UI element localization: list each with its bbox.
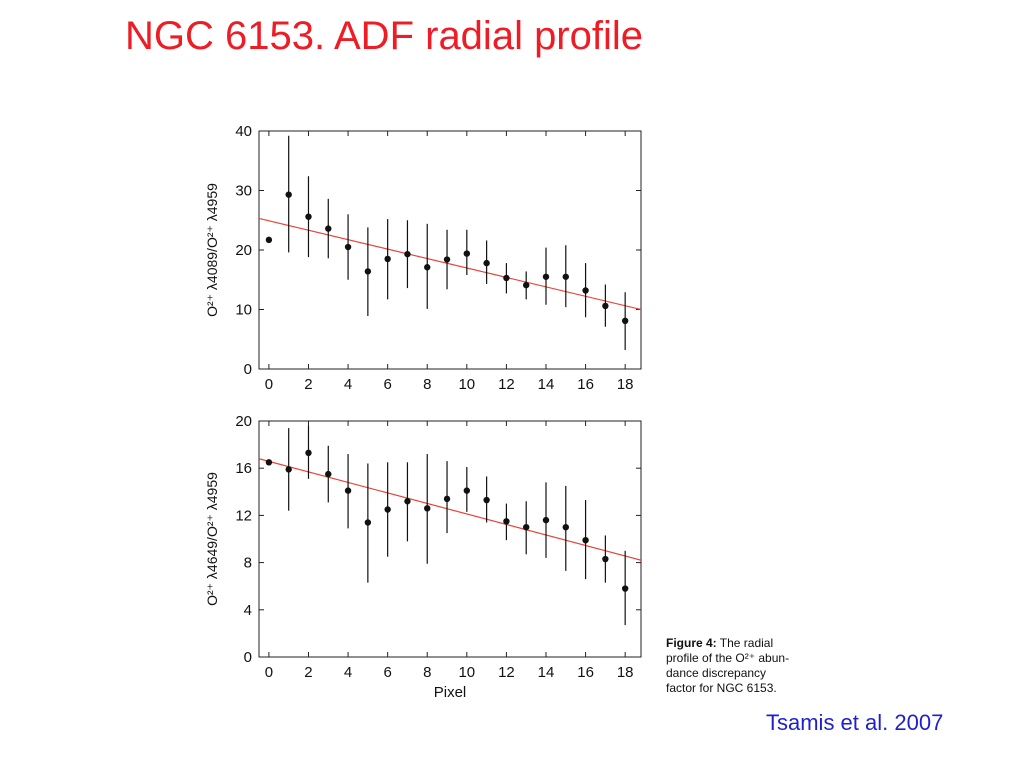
x-tick-label: 2 <box>304 664 312 681</box>
data-point <box>285 191 292 198</box>
x-tick-label: 0 <box>265 376 273 393</box>
caption-line-2: profile of the O²⁺ abun- <box>666 651 790 665</box>
x-tick-label: 4 <box>344 664 352 681</box>
caption-label: Figure 4: <box>666 636 717 650</box>
fit-line <box>258 217 642 311</box>
x-tick-label: 16 <box>577 376 594 393</box>
data-point <box>582 287 589 294</box>
data-point <box>483 496 490 504</box>
data-point <box>325 225 332 232</box>
data-point <box>602 302 609 310</box>
x-tick-label: 6 <box>383 376 391 393</box>
y-tick-label: 0 <box>244 361 252 378</box>
y-tick-label: 20 <box>235 413 252 430</box>
data-point <box>265 236 273 244</box>
x-tick-label: 0 <box>265 664 273 681</box>
y-tick-label: 4 <box>244 602 252 619</box>
citation: Tsamis et al. 2007 <box>766 710 944 735</box>
y-tick-label: 0 <box>244 649 252 666</box>
data-point <box>364 519 372 526</box>
x-axis-label: Pixel <box>434 684 467 701</box>
data-point <box>523 281 530 289</box>
slide-title: NGC 6153. ADF radial profile <box>125 14 644 58</box>
data-point <box>443 495 451 503</box>
data-point <box>503 518 510 525</box>
y-tick-label: 30 <box>235 183 252 200</box>
data-point <box>582 536 589 544</box>
data-point <box>523 524 530 531</box>
data-point <box>562 524 569 531</box>
data-point <box>404 250 411 258</box>
y-tick-label: 40 <box>235 123 252 140</box>
x-tick-label: 16 <box>577 664 594 681</box>
x-tick-label: 14 <box>538 664 555 681</box>
y-tick-label: 20 <box>235 242 252 259</box>
caption-line-3: dance discrepancy <box>666 666 767 680</box>
x-tick-label: 18 <box>617 376 634 393</box>
data-point <box>344 243 352 251</box>
x-tick-label: 12 <box>498 376 515 393</box>
caption-line-1: The radial <box>716 636 774 650</box>
y-axis-label: O²⁺ λ4649/O²⁺ λ4959 <box>204 472 220 606</box>
x-tick-label: 10 <box>458 376 475 393</box>
data-point <box>621 585 629 592</box>
data-point <box>364 268 372 275</box>
data-point <box>602 555 609 563</box>
y-tick-label: 16 <box>235 460 252 477</box>
figure-caption: Figure 4: The radial profile of the O²⁺ … <box>666 636 836 696</box>
data-point <box>424 505 431 512</box>
x-tick-label: 14 <box>538 376 555 393</box>
y-tick-label: 12 <box>235 507 252 524</box>
caption-line-4: factor for NGC 6153. <box>666 681 777 695</box>
data-point <box>542 273 550 280</box>
data-point <box>325 470 332 478</box>
y-axis-label: O²⁺ λ4089/O²⁺ λ4959 <box>204 183 220 317</box>
x-tick-label: 6 <box>383 664 391 681</box>
data-point <box>443 256 451 263</box>
data-point <box>463 487 471 494</box>
fit-line <box>258 458 642 561</box>
data-point <box>463 250 471 257</box>
x-tick-label: 2 <box>304 376 312 393</box>
data-point <box>344 487 352 494</box>
x-tick-label: 18 <box>617 664 634 681</box>
x-tick-label: 8 <box>423 664 431 681</box>
x-tick-label: 12 <box>498 664 515 681</box>
x-tick-label: 10 <box>458 664 475 681</box>
y-tick-label: 10 <box>235 302 252 319</box>
data-point <box>384 255 391 263</box>
data-point <box>305 213 312 220</box>
y-tick-label: 8 <box>244 555 252 572</box>
data-point <box>305 449 312 457</box>
x-tick-label: 4 <box>344 376 352 393</box>
data-point <box>542 516 550 524</box>
data-point <box>562 273 569 280</box>
data-point <box>285 466 292 473</box>
data-point <box>424 264 431 271</box>
data-point <box>483 259 490 267</box>
data-point <box>621 317 629 325</box>
data-point <box>384 506 391 513</box>
data-point <box>404 498 411 505</box>
data-point <box>503 274 510 282</box>
data-point <box>265 459 273 466</box>
x-tick-label: 8 <box>423 376 431 393</box>
plot-frame <box>258 130 642 370</box>
plot-frame <box>258 420 642 658</box>
